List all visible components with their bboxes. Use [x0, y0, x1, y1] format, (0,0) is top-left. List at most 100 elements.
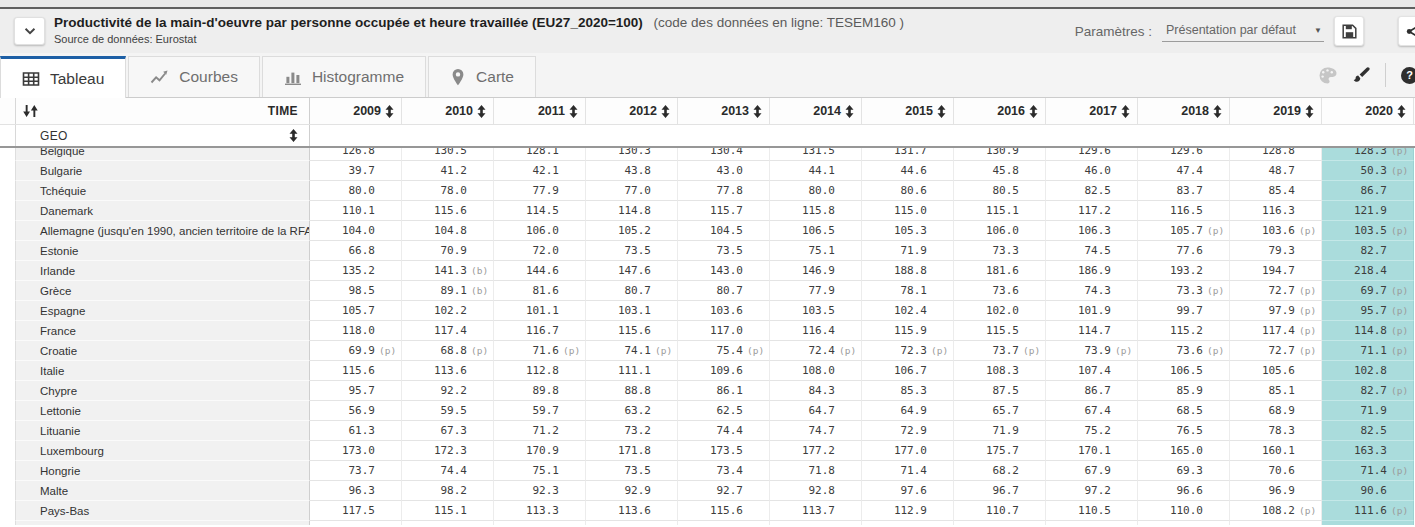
- data-cell: 64.9: [862, 401, 954, 421]
- data-cell: 97.6: [862, 481, 954, 501]
- year-column-header-2015[interactable]: 2015: [862, 98, 954, 124]
- data-cell: 109.6: [678, 361, 770, 381]
- data-cell: 111.6(p): [1322, 501, 1414, 521]
- cell-value: 68.2: [993, 464, 1020, 477]
- view-tabs: TableauCourbesHistogrammeCarte ?: [0, 53, 1415, 98]
- tab-tableau[interactable]: Tableau: [0, 56, 126, 98]
- data-cell: 77.6: [1138, 241, 1230, 261]
- data-cell: 105.6: [1230, 361, 1322, 381]
- cell-value: 73.9: [1085, 344, 1112, 357]
- data-cell: 105.3: [862, 221, 954, 241]
- data-cell: 115.6: [678, 501, 770, 521]
- data-cell: 170.1: [1046, 441, 1138, 461]
- presentation-dropdown[interactable]: Présentation par défaut ▼: [1162, 20, 1324, 42]
- tab-histogramme[interactable]: Histogramme: [262, 56, 426, 97]
- data-cell: 86.1: [678, 381, 770, 401]
- data-cell: 72.0: [494, 241, 586, 261]
- data-cell: 92.3: [494, 481, 586, 501]
- sort-icon: [289, 129, 298, 142]
- cell-value: 113.6: [618, 504, 651, 517]
- palette-icon[interactable]: [1318, 66, 1337, 85]
- geo-header-cell[interactable]: GEO: [15, 125, 310, 146]
- data-cell: 114.8: [586, 201, 678, 221]
- data-cell: 72.7(p): [1230, 281, 1322, 301]
- cell-value: 104.5: [710, 224, 743, 237]
- cell-value: 66.8: [349, 244, 376, 257]
- cell-value: 73.7: [349, 464, 376, 477]
- cell-value: 131.5: [802, 148, 835, 157]
- year-column-header-2013[interactable]: 2013: [678, 98, 770, 124]
- data-cell: 66.8: [310, 241, 402, 261]
- cell-value: 103.1: [618, 304, 651, 317]
- data-cell: 61.3: [310, 421, 402, 441]
- help-icon[interactable]: ?: [1401, 67, 1415, 84]
- cell-value: 43.8: [625, 164, 652, 177]
- year-column-header-2018[interactable]: 2018: [1138, 98, 1230, 124]
- save-view-button[interactable]: [1334, 16, 1364, 46]
- data-cell: 71.2: [494, 421, 586, 441]
- data-cell: 78.3: [1230, 421, 1322, 441]
- cell-value: 130.4: [710, 148, 743, 157]
- cell-flag: (p): [1387, 305, 1413, 316]
- geo-row-label: Belgique: [15, 148, 310, 161]
- year-column-header-2014[interactable]: 2014: [770, 98, 862, 124]
- data-cell: 193.2: [1138, 261, 1230, 281]
- data-cell: 102.4: [862, 301, 954, 321]
- data-cell: 85.4: [1230, 181, 1322, 201]
- geo-row-label: Italie: [15, 361, 310, 381]
- geo-row-label: Danemark: [15, 201, 310, 221]
- cell-value: 86.7: [1085, 384, 1112, 397]
- data-cell: 165.0: [1138, 441, 1230, 461]
- data-cell: 46.0: [1046, 161, 1138, 181]
- data-cell: 108.0: [770, 361, 862, 381]
- cell-flag: (b): [467, 265, 493, 276]
- tab-carte[interactable]: Carte: [428, 56, 536, 97]
- tab-courbes[interactable]: Courbes: [128, 56, 260, 97]
- year-column-header-2012[interactable]: 2012: [586, 98, 678, 124]
- data-cell: 98.2: [402, 481, 494, 501]
- data-cell: 56.9: [310, 401, 402, 421]
- cell-value: 102.2: [434, 304, 467, 317]
- brush-icon[interactable]: [1352, 66, 1370, 84]
- sort-icon: [1029, 105, 1038, 118]
- time-header-cell[interactable]: TIME: [15, 98, 310, 124]
- cell-value: 64.7: [809, 404, 836, 417]
- data-cell: 114.5: [494, 201, 586, 221]
- cell-value: 96.3: [349, 484, 376, 497]
- data-cell: 101.1: [494, 301, 586, 321]
- share-button[interactable]: [1398, 16, 1415, 46]
- parameters-label: Paramètres :: [1075, 24, 1152, 39]
- cell-value: 147.6: [618, 264, 651, 277]
- data-cell: 43.0: [678, 161, 770, 181]
- floppy-disk-icon: [1341, 23, 1358, 40]
- table-row: Chypre95.792.289.888.886.184.385.387.586…: [0, 381, 1415, 401]
- cell-value: 103.6: [1262, 224, 1295, 237]
- cell-value: 131.7: [894, 148, 927, 157]
- year-column-header-2019[interactable]: 2019: [1230, 98, 1322, 124]
- data-cell: 135.2: [310, 261, 402, 281]
- data-cell: 67.4: [1046, 401, 1138, 421]
- data-cell: 67.3: [402, 421, 494, 441]
- data-cell: 160.1: [1230, 441, 1322, 461]
- year-column-header-2016[interactable]: 2016: [954, 98, 1046, 124]
- cell-value: 105.7: [342, 304, 375, 317]
- cell-value: 194.7: [1262, 264, 1295, 277]
- data-cell: [770, 521, 862, 525]
- data-cell: 82.7: [1322, 241, 1414, 261]
- cell-value: 77.8: [717, 184, 744, 197]
- data-cell: 86.7: [1046, 381, 1138, 401]
- cell-flag: (p): [1387, 505, 1413, 516]
- cell-value: 82.5: [1085, 184, 1112, 197]
- dataset-code: (code des données en ligne: TESEM160 ): [654, 15, 904, 30]
- year-column-header-2009[interactable]: 2009: [310, 98, 402, 124]
- year-column-header-2011[interactable]: 2011: [494, 98, 586, 124]
- collapse-header-button[interactable]: [14, 17, 45, 45]
- data-cell: 110.0: [1138, 501, 1230, 521]
- data-cell: 131.5: [770, 148, 862, 161]
- cell-value: 128.8: [1262, 148, 1295, 157]
- data-cell: 73.5: [678, 241, 770, 261]
- year-column-header-2017[interactable]: 2017: [1046, 98, 1138, 124]
- year-column-header-2010[interactable]: 2010: [402, 98, 494, 124]
- year-column-header-2020[interactable]: 2020: [1322, 98, 1414, 124]
- cell-value: 68.5: [1177, 404, 1204, 417]
